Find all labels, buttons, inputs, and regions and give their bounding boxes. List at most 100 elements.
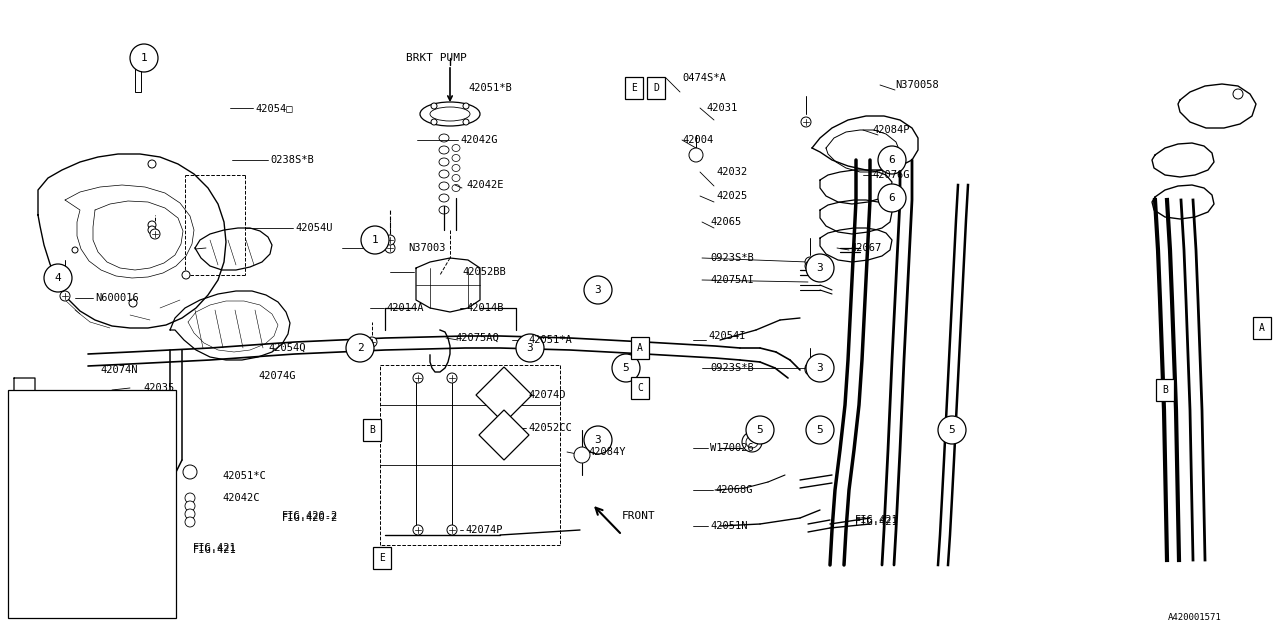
Text: 42054Q: 42054Q <box>268 343 306 353</box>
Text: 5: 5 <box>24 556 31 566</box>
Circle shape <box>186 509 195 519</box>
Circle shape <box>938 416 966 444</box>
Text: 42084P: 42084P <box>872 125 910 135</box>
Text: 5: 5 <box>622 363 630 373</box>
Text: 42042E: 42042E <box>466 180 503 190</box>
Circle shape <box>186 517 195 527</box>
Text: 42074D: 42074D <box>529 390 566 400</box>
Polygon shape <box>476 367 532 423</box>
Circle shape <box>385 243 396 253</box>
Text: 42074N: 42074N <box>100 365 137 375</box>
Bar <box>133 59 143 64</box>
Text: 0474S*B: 0474S*B <box>49 480 92 490</box>
Circle shape <box>463 119 468 125</box>
Text: 42004: 42004 <box>682 135 713 145</box>
Circle shape <box>805 261 815 271</box>
Text: 4: 4 <box>24 518 31 528</box>
Circle shape <box>584 426 612 454</box>
Text: 42074G: 42074G <box>259 371 296 381</box>
Text: 0923S*A: 0923S*A <box>49 594 92 604</box>
Text: C: C <box>637 383 643 393</box>
Bar <box>1156 379 1174 401</box>
Text: FIG.421: FIG.421 <box>855 517 899 527</box>
Circle shape <box>14 509 42 537</box>
Text: 2: 2 <box>357 343 364 353</box>
Text: 5: 5 <box>756 425 763 435</box>
Polygon shape <box>479 410 529 460</box>
Text: 42042C: 42042C <box>221 493 260 503</box>
Circle shape <box>186 501 195 511</box>
Text: 3: 3 <box>817 363 823 373</box>
Text: 3: 3 <box>24 480 31 490</box>
Bar <box>625 77 643 99</box>
Text: 6: 6 <box>888 155 896 165</box>
Text: 42037C*C: 42037C*C <box>49 442 99 452</box>
Circle shape <box>447 525 457 535</box>
Text: 0923S*B: 0923S*B <box>710 363 754 373</box>
Text: 1: 1 <box>141 53 147 63</box>
Circle shape <box>805 365 815 375</box>
Circle shape <box>1233 89 1243 99</box>
Text: 2: 2 <box>24 442 31 452</box>
Text: 6: 6 <box>888 193 896 203</box>
Text: 42042G: 42042G <box>460 135 498 145</box>
Text: 42032: 42032 <box>716 167 748 177</box>
Text: 42054□: 42054□ <box>255 103 293 113</box>
Bar <box>134 64 141 92</box>
Text: 3: 3 <box>595 285 602 295</box>
Text: 6: 6 <box>24 594 31 604</box>
Bar <box>1253 317 1271 339</box>
Circle shape <box>806 254 835 282</box>
Text: 42025: 42025 <box>716 191 748 201</box>
Text: 5: 5 <box>817 425 823 435</box>
Text: 42054I: 42054I <box>708 331 745 341</box>
Text: 42014A: 42014A <box>387 303 424 313</box>
Text: N37003: N37003 <box>408 243 445 253</box>
Text: 0101S*B: 0101S*B <box>49 404 92 414</box>
Text: 42076G: 42076G <box>872 170 910 180</box>
Circle shape <box>60 291 70 301</box>
Text: A: A <box>1260 323 1265 333</box>
Circle shape <box>385 235 396 245</box>
Text: 1: 1 <box>371 235 379 245</box>
Circle shape <box>463 103 468 109</box>
Text: 42084Y: 42084Y <box>588 447 626 457</box>
Text: 42075AQ: 42075AQ <box>454 333 499 343</box>
Text: 42052CC: 42052CC <box>529 423 572 433</box>
Text: N370058: N370058 <box>895 80 938 90</box>
Text: 42067: 42067 <box>850 243 881 253</box>
Text: 3: 3 <box>595 435 602 445</box>
Text: 4: 4 <box>55 273 61 283</box>
Circle shape <box>742 432 762 452</box>
Text: 1: 1 <box>24 404 31 414</box>
Circle shape <box>584 276 612 304</box>
Circle shape <box>431 103 436 109</box>
Text: 0238S*B: 0238S*B <box>270 155 314 165</box>
Text: 42065: 42065 <box>710 217 741 227</box>
Text: Q586009: Q586009 <box>49 518 92 528</box>
Circle shape <box>150 229 160 239</box>
Text: FRONT: FRONT <box>622 511 655 521</box>
Circle shape <box>801 117 812 127</box>
Text: D: D <box>653 83 659 93</box>
Text: 42051*B: 42051*B <box>468 83 512 93</box>
Circle shape <box>14 585 42 613</box>
Circle shape <box>367 337 378 347</box>
Circle shape <box>183 465 197 479</box>
Circle shape <box>806 354 835 382</box>
Circle shape <box>612 354 640 382</box>
Text: 0238S*A: 0238S*A <box>49 556 92 566</box>
Circle shape <box>805 363 815 373</box>
Text: 42052BB: 42052BB <box>462 267 506 277</box>
Text: A420001571: A420001571 <box>1169 614 1221 623</box>
Text: FIG.420-2: FIG.420-2 <box>282 513 338 523</box>
Text: FIG.421: FIG.421 <box>193 545 237 555</box>
Circle shape <box>129 299 137 307</box>
Bar <box>631 337 649 359</box>
Circle shape <box>447 373 457 383</box>
Text: 42075AI: 42075AI <box>710 275 754 285</box>
Text: B: B <box>1162 385 1167 395</box>
Bar <box>364 419 381 441</box>
Circle shape <box>148 226 156 234</box>
Circle shape <box>148 221 156 229</box>
